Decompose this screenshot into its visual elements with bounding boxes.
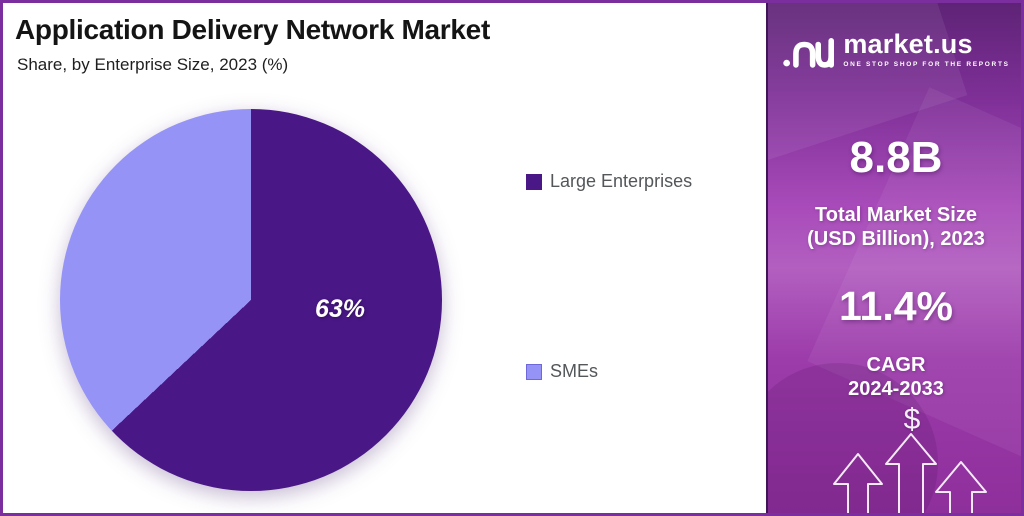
dollar-icon: $ <box>903 403 921 436</box>
stat-label-line: (USD Billion), 2023 <box>807 228 985 250</box>
legend-label: SMEs <box>550 361 599 381</box>
legend-item-smes: SMEs <box>526 361 598 382</box>
page-title: Application Delivery Network Market <box>15 14 490 45</box>
logo-tagline: ONE STOP SHOP FOR THE REPORTS <box>843 61 1010 68</box>
stat-label-line: 2024-2033 <box>848 378 944 400</box>
marketus-logo-icon <box>783 38 835 68</box>
growth-arrows-icon <box>833 433 987 513</box>
legend-item-large-enterprises: Large Enterprises <box>526 171 692 192</box>
pie-chart <box>60 109 442 491</box>
logo-text-block: market.us ONE STOP SHOP FOR THE REPORTS <box>843 29 1009 68</box>
stat-label-line: Total Market Size <box>815 204 977 226</box>
stat-cagr-value: 11.4% <box>839 283 953 329</box>
sidebar: market.us ONE STOP SHOP FOR THE REPORTS … <box>766 3 1021 513</box>
brand-logo: market.us ONE STOP SHOP FOR THE REPORTS <box>768 29 1021 71</box>
logo-wordmark: market.us <box>843 29 973 59</box>
legend-swatch-large-enterprises <box>526 173 542 190</box>
stat-market-size-label: Total Market Size (USD Billion), 2023 <box>768 203 1021 251</box>
stat-label-line: CAGR <box>866 354 926 376</box>
legend-label: Large Enterprises <box>550 171 693 191</box>
legend-swatch-smes <box>526 363 542 380</box>
chart-area: Application Delivery Network Market Shar… <box>3 3 768 513</box>
stat-market-size-value: 8.8B <box>849 133 943 182</box>
chart-subtitle: Share, by Enterprise Size, 2023 (%) <box>17 55 289 74</box>
stat-cagr-label: CAGR 2024-2033 <box>768 353 1021 401</box>
pie-slice-label: 63% <box>315 295 366 323</box>
